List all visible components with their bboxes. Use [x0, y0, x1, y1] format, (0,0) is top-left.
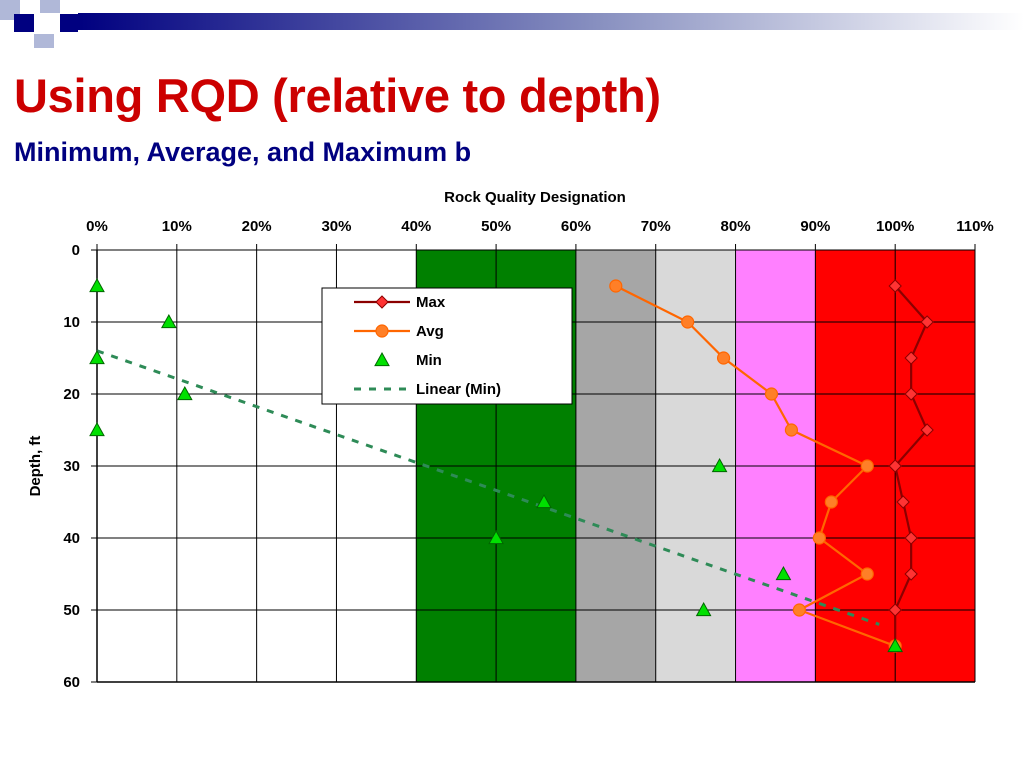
legend-box	[321, 287, 573, 405]
data-point-min	[775, 565, 792, 581]
y-axis-label: Depth, ft	[27, 436, 44, 497]
decoration-square	[20, 0, 40, 13]
data-point-max	[904, 351, 918, 365]
data-point-max	[904, 531, 918, 545]
x-tick-label: 90%	[800, 218, 830, 235]
decoration-square	[14, 14, 34, 32]
data-point-avg	[784, 423, 799, 437]
axes: 0% 10% 20% 30% 40% 50% 60% 70% 80% 90% 100% 110% 0 10…	[63, 218, 993, 691]
x-tick-label: 60%	[561, 218, 591, 235]
decoration-square	[40, 0, 60, 13]
data-point-avg	[792, 603, 807, 617]
rqd-chart: Rock Quality Designation Depth, ft 0% 10%…	[27, 189, 994, 691]
y-tick-label: 60	[63, 674, 80, 691]
legend-marker-avg	[375, 324, 389, 338]
x-tick-label: 110%	[956, 218, 994, 235]
x-tick-label: 40%	[401, 218, 431, 235]
data-point-max	[920, 423, 934, 437]
data-point-max	[888, 279, 902, 293]
y-tick-label: 0	[72, 242, 80, 259]
data-point-min	[488, 529, 504, 545]
y-tick-label: 20	[63, 386, 80, 403]
data-point-avg	[824, 495, 838, 509]
x-tick-label: 50%	[481, 218, 511, 235]
x-tick-label: 20%	[242, 218, 272, 235]
data-point-max	[904, 387, 918, 401]
data-point-max	[888, 603, 902, 617]
data-point-max	[888, 459, 902, 473]
data-point-avg	[764, 387, 779, 401]
series-avg	[609, 279, 902, 653]
series-layer	[89, 277, 934, 653]
legend-marker-max	[375, 295, 389, 309]
data-point-min	[887, 637, 904, 653]
data-point-max	[896, 495, 910, 509]
x-tick-label: 80%	[721, 218, 751, 235]
chart-title: Rock Quality Designation	[444, 189, 626, 206]
x-tick-label: 10%	[162, 218, 192, 235]
y-tick-label: 50	[63, 602, 80, 619]
data-point-avg	[812, 531, 826, 545]
data-point-avg	[860, 459, 874, 473]
decoration-square	[38, 14, 58, 32]
data-point-min	[711, 457, 728, 473]
decoration-square	[34, 34, 54, 48]
data-point-min	[89, 349, 105, 365]
title-decoration	[0, 0, 1024, 48]
data-point-min	[536, 493, 552, 509]
data-point-min	[160, 313, 177, 329]
legend-marker-min	[374, 351, 390, 367]
legend-label-min: Min	[416, 352, 442, 369]
y-tick-label: 40	[63, 530, 80, 547]
legend-label-max: Max	[416, 294, 446, 311]
legend-label-avg: Avg	[416, 323, 444, 340]
data-point-min	[695, 601, 712, 617]
data-point-avg	[716, 351, 731, 365]
data-point-max	[920, 315, 934, 329]
x-tick-label: 0%	[86, 218, 108, 235]
trendline-layer	[96, 349, 880, 626]
x-tick-label: 30%	[321, 218, 351, 235]
legend-label-linear-min: Linear (Min)	[416, 381, 501, 398]
x-tick-label: 70%	[641, 218, 671, 235]
x-tick-label: 100%	[876, 218, 914, 235]
series-min	[89, 277, 904, 653]
data-point-min	[89, 421, 105, 437]
data-point-avg	[609, 279, 623, 293]
decoration-bar	[78, 13, 1024, 30]
y-tick-label: 30	[63, 458, 80, 475]
data-point-min	[89, 277, 105, 293]
chart-legend: Max Avg Min Linear (Min)	[321, 287, 573, 405]
decoration-square	[0, 32, 14, 48]
slide-title: Using RQD (relative to depth)	[14, 69, 661, 122]
data-point-avg	[681, 315, 695, 329]
data-point-max	[904, 567, 918, 581]
data-point-min	[176, 385, 193, 401]
trendline-linear-min	[96, 349, 880, 626]
y-tick-label: 10	[63, 314, 80, 331]
data-point-avg	[860, 567, 874, 581]
slide-subtitle: Minimum, Average, and Maximum b	[14, 137, 472, 167]
decoration-square	[60, 14, 78, 32]
